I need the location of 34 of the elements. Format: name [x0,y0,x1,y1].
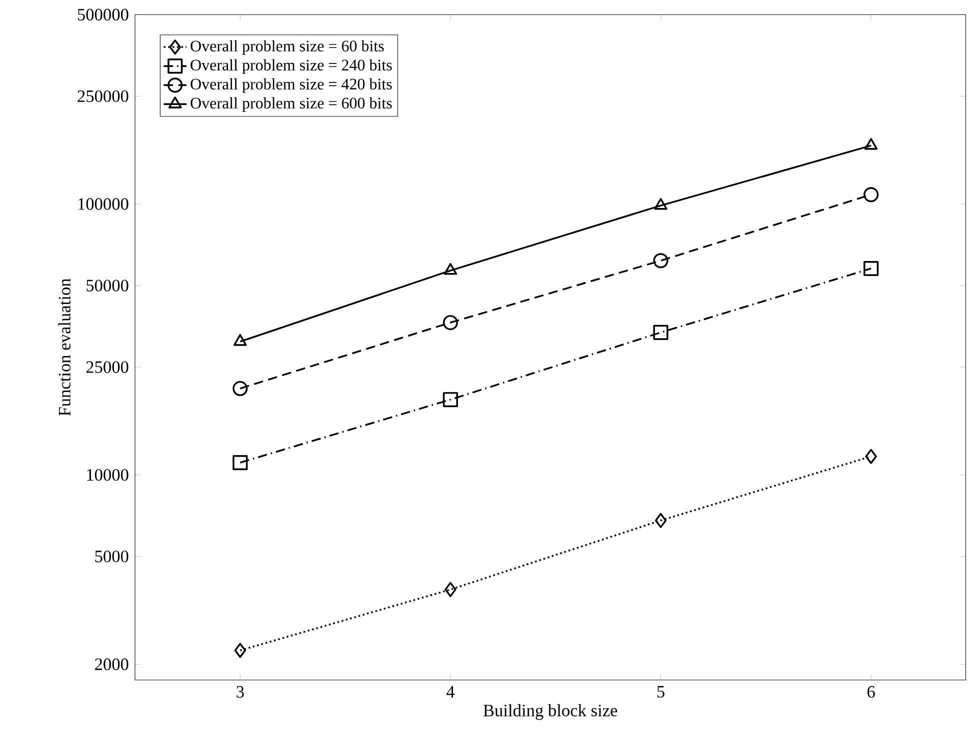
y-tick-label: 25000 [86,361,128,373]
point [653,324,668,340]
y-tick-label: 50000 [86,280,128,292]
y-tick-label: 250000 [78,90,128,102]
point [653,253,668,268]
legend-label: Overall problem size = 600 bits [190,97,392,112]
x-tick-label: 4 [446,686,455,698]
y-tick-label: 100000 [78,198,128,210]
x-tick-label: 5 [657,686,664,698]
x-axis-title: Building block size [483,704,618,720]
point [865,448,877,464]
legend-label: Overall problem size = 420 bits [190,78,392,93]
y-tick-label: 500000 [78,8,128,20]
y-tick-label: 10000 [87,469,128,481]
point [864,187,879,202]
point [234,642,246,658]
y-tick-label: 2000 [95,658,128,670]
legend-label: Overall problem size = 240 bits [190,59,392,74]
point [442,392,458,408]
point [444,582,456,598]
point [444,263,458,275]
point [232,380,248,396]
point [864,138,878,150]
legend-label: Overall problem size = 60 bits [190,40,384,55]
point [442,315,458,330]
x-tick-label: 3 [236,686,244,698]
y-axis-title: Function evaluation [58,278,70,416]
point [234,334,247,346]
y-tick-label: 5000 [95,550,128,562]
point [232,455,248,470]
point [654,198,668,210]
x-tick-label: 6 [867,686,875,698]
point [654,512,667,528]
point [864,260,879,276]
